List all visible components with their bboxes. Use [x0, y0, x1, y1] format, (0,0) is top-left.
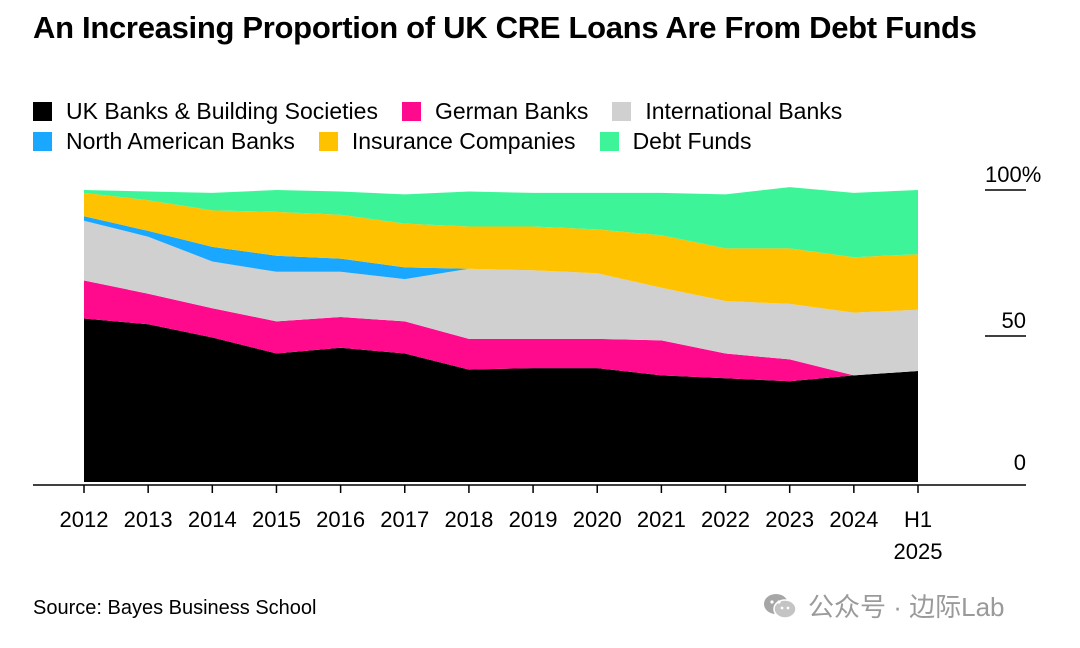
legend-item-uk-banks: UK Banks & Building Societies	[33, 98, 378, 125]
legend-item-international-banks: International Banks	[612, 98, 842, 125]
legend-label-insurance-companies: Insurance Companies	[351, 127, 576, 154]
legend-swatch-international-banks	[612, 101, 632, 121]
legend-item-german-banks: German Banks	[401, 97, 589, 125]
area-north-american-banks	[84, 216, 918, 313]
legend-row-2: North American Banks Insurance Companies…	[33, 126, 933, 156]
x-tick-label-2024: 2024	[829, 507, 878, 532]
x-tick-label-2017: 2017	[380, 507, 429, 532]
area-debt-funds	[84, 187, 918, 258]
x-tick-label-2018: 2018	[444, 507, 493, 532]
legend-label-international-banks: International Banks	[645, 97, 843, 124]
watermark-text: 公众号 · 边际Lab	[808, 592, 1005, 622]
x-tick-label-2016: 2016	[316, 507, 365, 532]
series-areas	[84, 187, 918, 482]
x-tick-label-2021: 2021	[637, 507, 686, 532]
legend-label-german-banks: German Banks	[434, 97, 589, 124]
x-tick-label-2020: 2020	[573, 507, 622, 532]
area-international-banks	[84, 220, 918, 376]
x-tick-label-2023: 2023	[765, 507, 814, 532]
y-tick-label-0: 0	[1014, 450, 1026, 475]
source-note: Source: Bayes Business School	[33, 597, 317, 619]
legend-swatch-german-banks	[401, 101, 421, 121]
legend-label-debt-funds: Debt Funds	[632, 127, 752, 154]
stacked-area-chart: 0 50 100% 2012 2013 2014 2015 2016 2017 2018 2019…	[33, 162, 1041, 564]
wechat-icon	[764, 593, 797, 619]
legend-swatch-uk-banks	[33, 101, 52, 121]
y-axis: 0 50 100%	[985, 162, 1041, 475]
x-tick-label-2015: 2015	[252, 507, 301, 532]
legend-swatch-debt-funds	[599, 131, 619, 151]
watermark: 公众号 · 边际Lab	[762, 587, 1005, 624]
legend-item-north-american-banks: North American Banks	[33, 128, 295, 155]
legend-row-1: UK Banks & Building Societies German Ban…	[33, 96, 933, 126]
legend-label-north-american-banks: North American Banks	[66, 127, 295, 154]
x-tick-label-2013: 2013	[124, 507, 173, 532]
legend-label-uk-banks: UK Banks & Building Societies	[66, 97, 378, 124]
x-tick-label-2019: 2019	[509, 507, 558, 532]
x-tick-label-2022: 2022	[701, 507, 750, 532]
x-axis: 2012 2013 2014 2015 2016 2017 2018 2019 2020 2021…	[33, 484, 1026, 564]
chart-title: An Increasing Proportion of UK CRE Loans…	[33, 10, 977, 45]
legend-item-insurance-companies: Insurance Companies	[318, 127, 576, 155]
x-tick-label-2012: 2012	[60, 507, 109, 532]
y-tick-label-50: 50	[1002, 308, 1026, 333]
legend-swatch-insurance-companies	[318, 131, 338, 151]
area-uk-banks-building-societies	[84, 318, 918, 482]
y-tick-label-100: 100%	[985, 162, 1041, 187]
area-insurance-companies	[84, 192, 918, 313]
legend-item-debt-funds: Debt Funds	[599, 127, 752, 155]
x-tick-label-2014: 2014	[188, 507, 237, 532]
legend: UK Banks & Building Societies German Ban…	[33, 96, 933, 156]
x-tick-label-h1-2025: H1 2025	[894, 507, 943, 564]
area-german-banks	[84, 280, 918, 382]
legend-swatch-north-american-banks	[33, 131, 52, 151]
